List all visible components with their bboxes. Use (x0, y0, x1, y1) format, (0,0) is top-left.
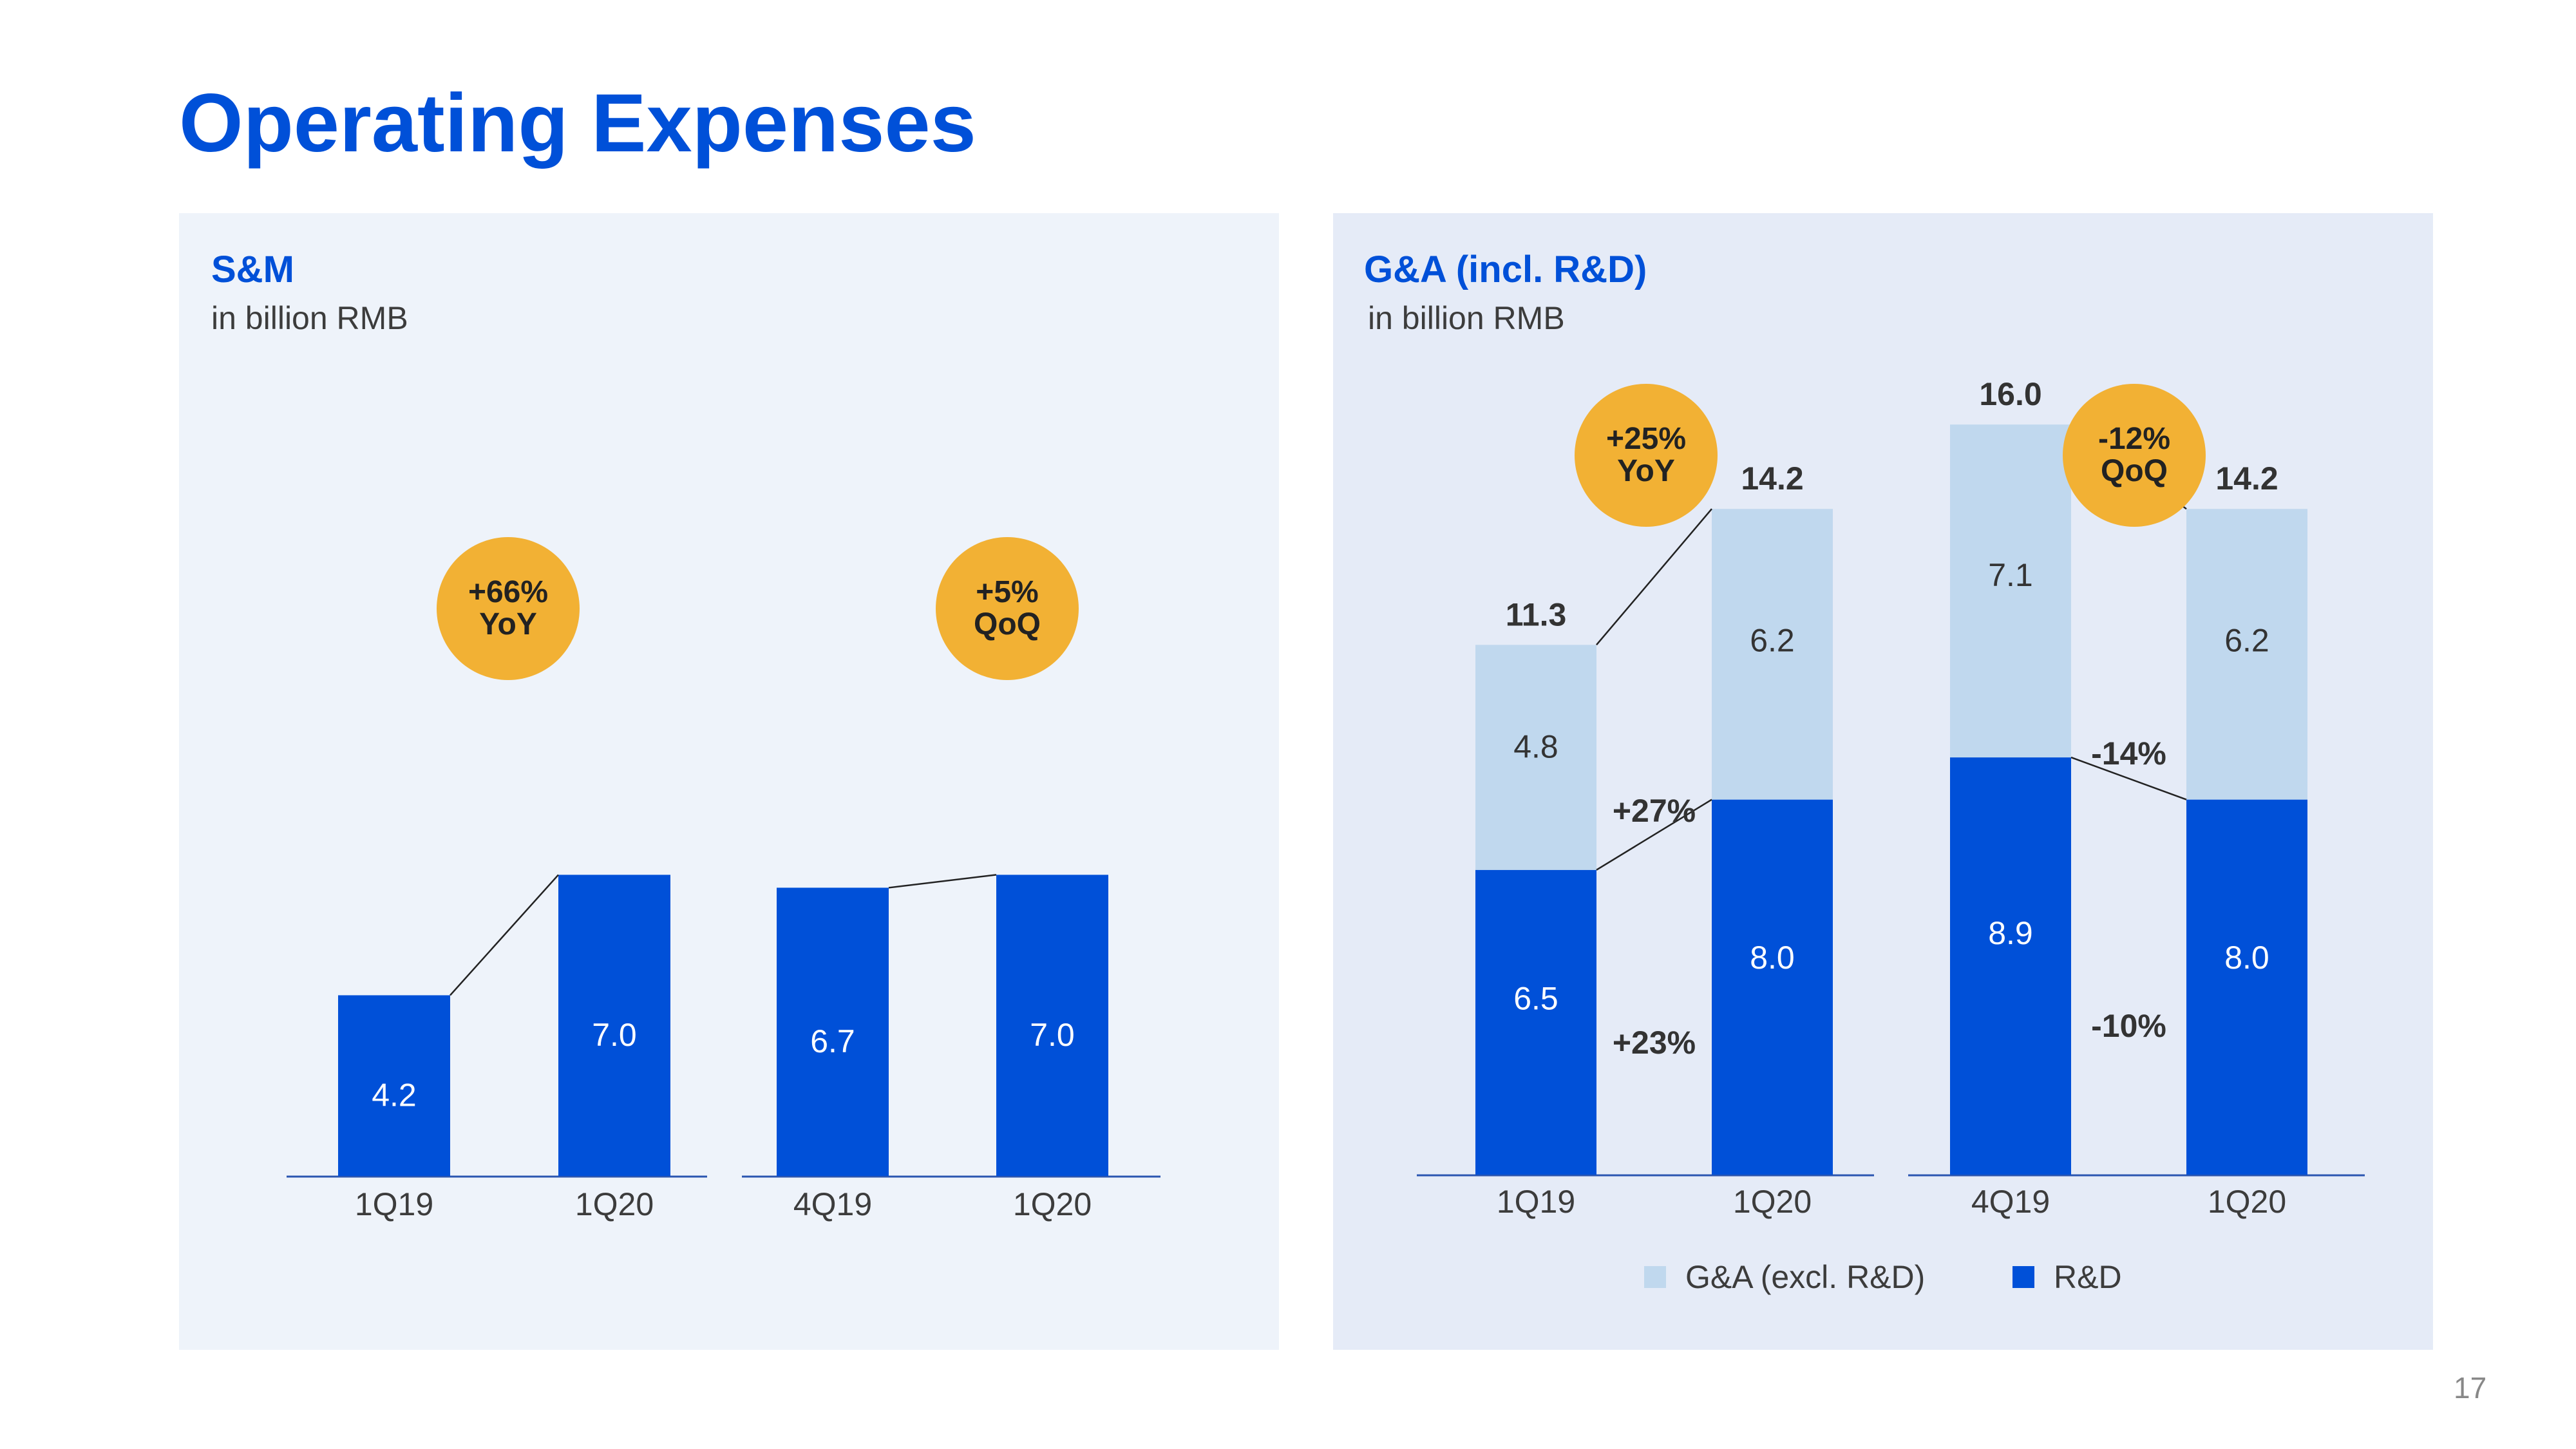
sm-bar (777, 887, 889, 1176)
ga-bar-rd-value-label: 6.5 (1513, 981, 1558, 1017)
ga-panel-subtitle: in billion RMB (1368, 300, 1565, 336)
ga-x-tick-label: 1Q20 (1733, 1184, 1812, 1220)
ga-yoy-value: +25% (1605, 422, 1687, 456)
ga-qoq-value: -12% (2098, 422, 2171, 456)
ga-bar-rd (1712, 799, 1833, 1175)
ga-bar-rd-value-label: 8.0 (2224, 940, 2269, 976)
ga-yoy-label: YoY (1617, 454, 1675, 488)
ga-bar-total-label: 11.3 (1506, 596, 1567, 632)
legend-ga-excl-swatch (1644, 1266, 1666, 1288)
ga-bar-ga-excl-value-label: 6.2 (1750, 622, 1795, 658)
sm-qoq-value: +5% (976, 575, 1039, 609)
ga-bar-total-label: 14.2 (1741, 460, 1803, 497)
ga-qoq-label: QoQ (2101, 454, 2168, 488)
sm-yoy-value: +66% (468, 575, 549, 609)
ga-bar-rd-value-label: 8.0 (1750, 940, 1795, 976)
legend-rd-swatch (2012, 1266, 2034, 1288)
sm-bar-value-label: 7.0 (592, 1017, 637, 1053)
legend-rd-label: R&D (2054, 1259, 2122, 1295)
sm-connector-line (450, 874, 559, 996)
ga-bar-ga-excl-value-label: 4.8 (1513, 729, 1558, 765)
sm-yoy-badge: +66% YoY (437, 537, 580, 680)
ga-change-label-top: +27% (1613, 793, 1696, 829)
sm-bar-value-label: 4.2 (372, 1077, 417, 1113)
ga-bar-rd (2186, 799, 2307, 1175)
sm-x-tick-label: 1Q20 (1013, 1186, 1092, 1222)
legend-ga-excl-label: G&A (excl. R&D) (1685, 1259, 1926, 1295)
sm-qoq-badge: +5% QoQ (936, 537, 1079, 680)
ga-qoq-badge: -12% QoQ (2063, 384, 2206, 527)
ga-bar-ga-excl-value-label: 7.1 (1988, 557, 2033, 593)
ga-connector-line-top (1596, 508, 1712, 646)
page-title: Operating Expenses (179, 77, 976, 169)
sm-panel-title: S&M (211, 249, 294, 290)
sm-panel-subtitle: in billion RMB (211, 300, 408, 336)
sm-bar (338, 995, 450, 1176)
ga-bar-ga-excl (1950, 424, 2071, 758)
ga-connector-line-bottom (2070, 756, 2187, 800)
ga-x-tick-label: 1Q20 (2208, 1184, 2286, 1220)
sm-qoq-label: QoQ (974, 607, 1041, 641)
ga-panel-title: G&A (incl. R&D) (1364, 249, 1647, 290)
sm-x-tick-label: 1Q19 (355, 1186, 433, 1222)
ga-bar-rd (1475, 869, 1596, 1175)
legend-ga-excl: G&A (excl. R&D) (1644, 1258, 1925, 1296)
ga-bar-ga-excl-value-label: 6.2 (2224, 622, 2269, 658)
ga-bar-ga-excl (1712, 509, 1833, 800)
page-number: 17 (2454, 1371, 2487, 1405)
ga-bar-rd-value-label: 8.9 (1988, 915, 2033, 951)
sm-x-tick-label: 1Q20 (575, 1186, 654, 1222)
ga-bar-ga-excl (1475, 645, 1596, 870)
ga-bar-total-label: 14.2 (2215, 460, 2278, 497)
ga-x-tick-label: 1Q19 (1497, 1184, 1575, 1220)
sm-x-tick-label: 4Q19 (793, 1186, 872, 1222)
sm-bar-value-label: 7.0 (1030, 1017, 1075, 1053)
legend-rd: R&D (2012, 1258, 2122, 1296)
sm-connector-line (888, 874, 997, 889)
ga-bar-ga-excl (2186, 509, 2307, 800)
ga-bar-rd (1950, 757, 2071, 1175)
ga-change-label-bottom: -10% (2091, 1008, 2166, 1044)
sm-yoy-label: YoY (479, 607, 537, 641)
sm-bar-value-label: 6.7 (810, 1023, 855, 1059)
ga-x-tick-label: 4Q19 (1971, 1184, 2050, 1220)
ga-change-label-top: -14% (2091, 735, 2166, 772)
ga-yoy-badge: +25% YoY (1575, 384, 1718, 527)
sm-bar (558, 875, 670, 1176)
ga-bar-total-label: 16.0 (1979, 376, 2041, 412)
ga-connector-line-bottom (1596, 799, 1712, 871)
sm-bar (996, 875, 1108, 1176)
ga-change-label-bottom: +23% (1613, 1025, 1696, 1061)
